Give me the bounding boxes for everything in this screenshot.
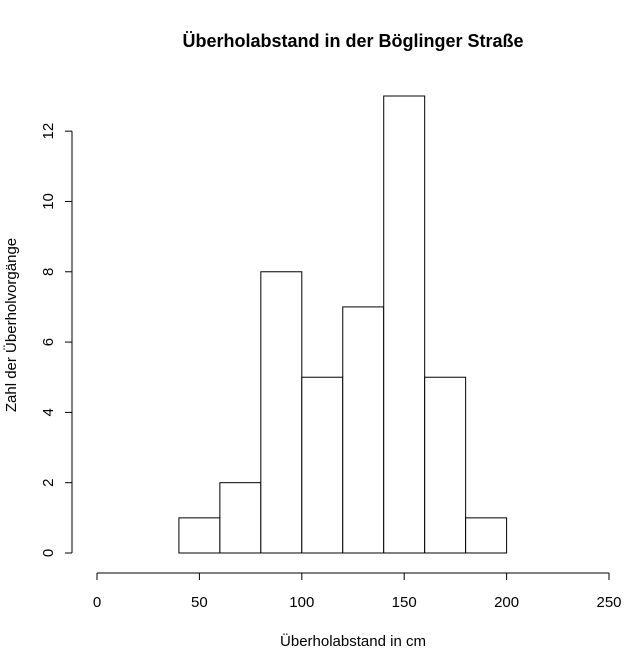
histogram-bar-140-160 — [383, 95, 426, 554]
y-tick-label: 6 — [40, 338, 57, 346]
y-tick-label: 8 — [40, 268, 57, 276]
chart-title: Überholabstand in der Böglinger Straße — [182, 31, 523, 51]
x-tick-label: 0 — [93, 594, 101, 611]
y-axis: 0 2 4 6 8 10 12 — [40, 123, 73, 557]
bars-group — [178, 95, 508, 554]
histogram-bar-180-200 — [465, 517, 508, 554]
x-axis-label: Überholabstand in cm — [280, 632, 426, 650]
y-tick-label: 10 — [40, 193, 57, 210]
x-tick-label: 50 — [191, 594, 208, 611]
x-axis: 0 50 100 150 200 250 — [93, 572, 622, 611]
x-tick-label: 200 — [494, 594, 519, 611]
histogram-bar-120-140 — [342, 306, 385, 554]
histogram-bar-40-60 — [178, 517, 221, 554]
x-tick-label: 150 — [392, 594, 417, 611]
x-tick-label: 250 — [596, 594, 621, 611]
x-tick-label: 100 — [289, 594, 314, 611]
histogram-bar-160-180 — [424, 376, 467, 554]
y-tick-label: 0 — [40, 549, 57, 557]
y-tick-label: 4 — [40, 408, 57, 416]
y-axis-label: Zahl der Überholvorgänge — [2, 238, 20, 412]
y-tick-label: 2 — [40, 479, 57, 487]
histogram-bar-100-120 — [301, 376, 344, 554]
histogram-bar-80-100 — [260, 271, 303, 554]
histogram-bar-60-80 — [219, 482, 262, 554]
y-tick-label: 12 — [40, 123, 57, 140]
